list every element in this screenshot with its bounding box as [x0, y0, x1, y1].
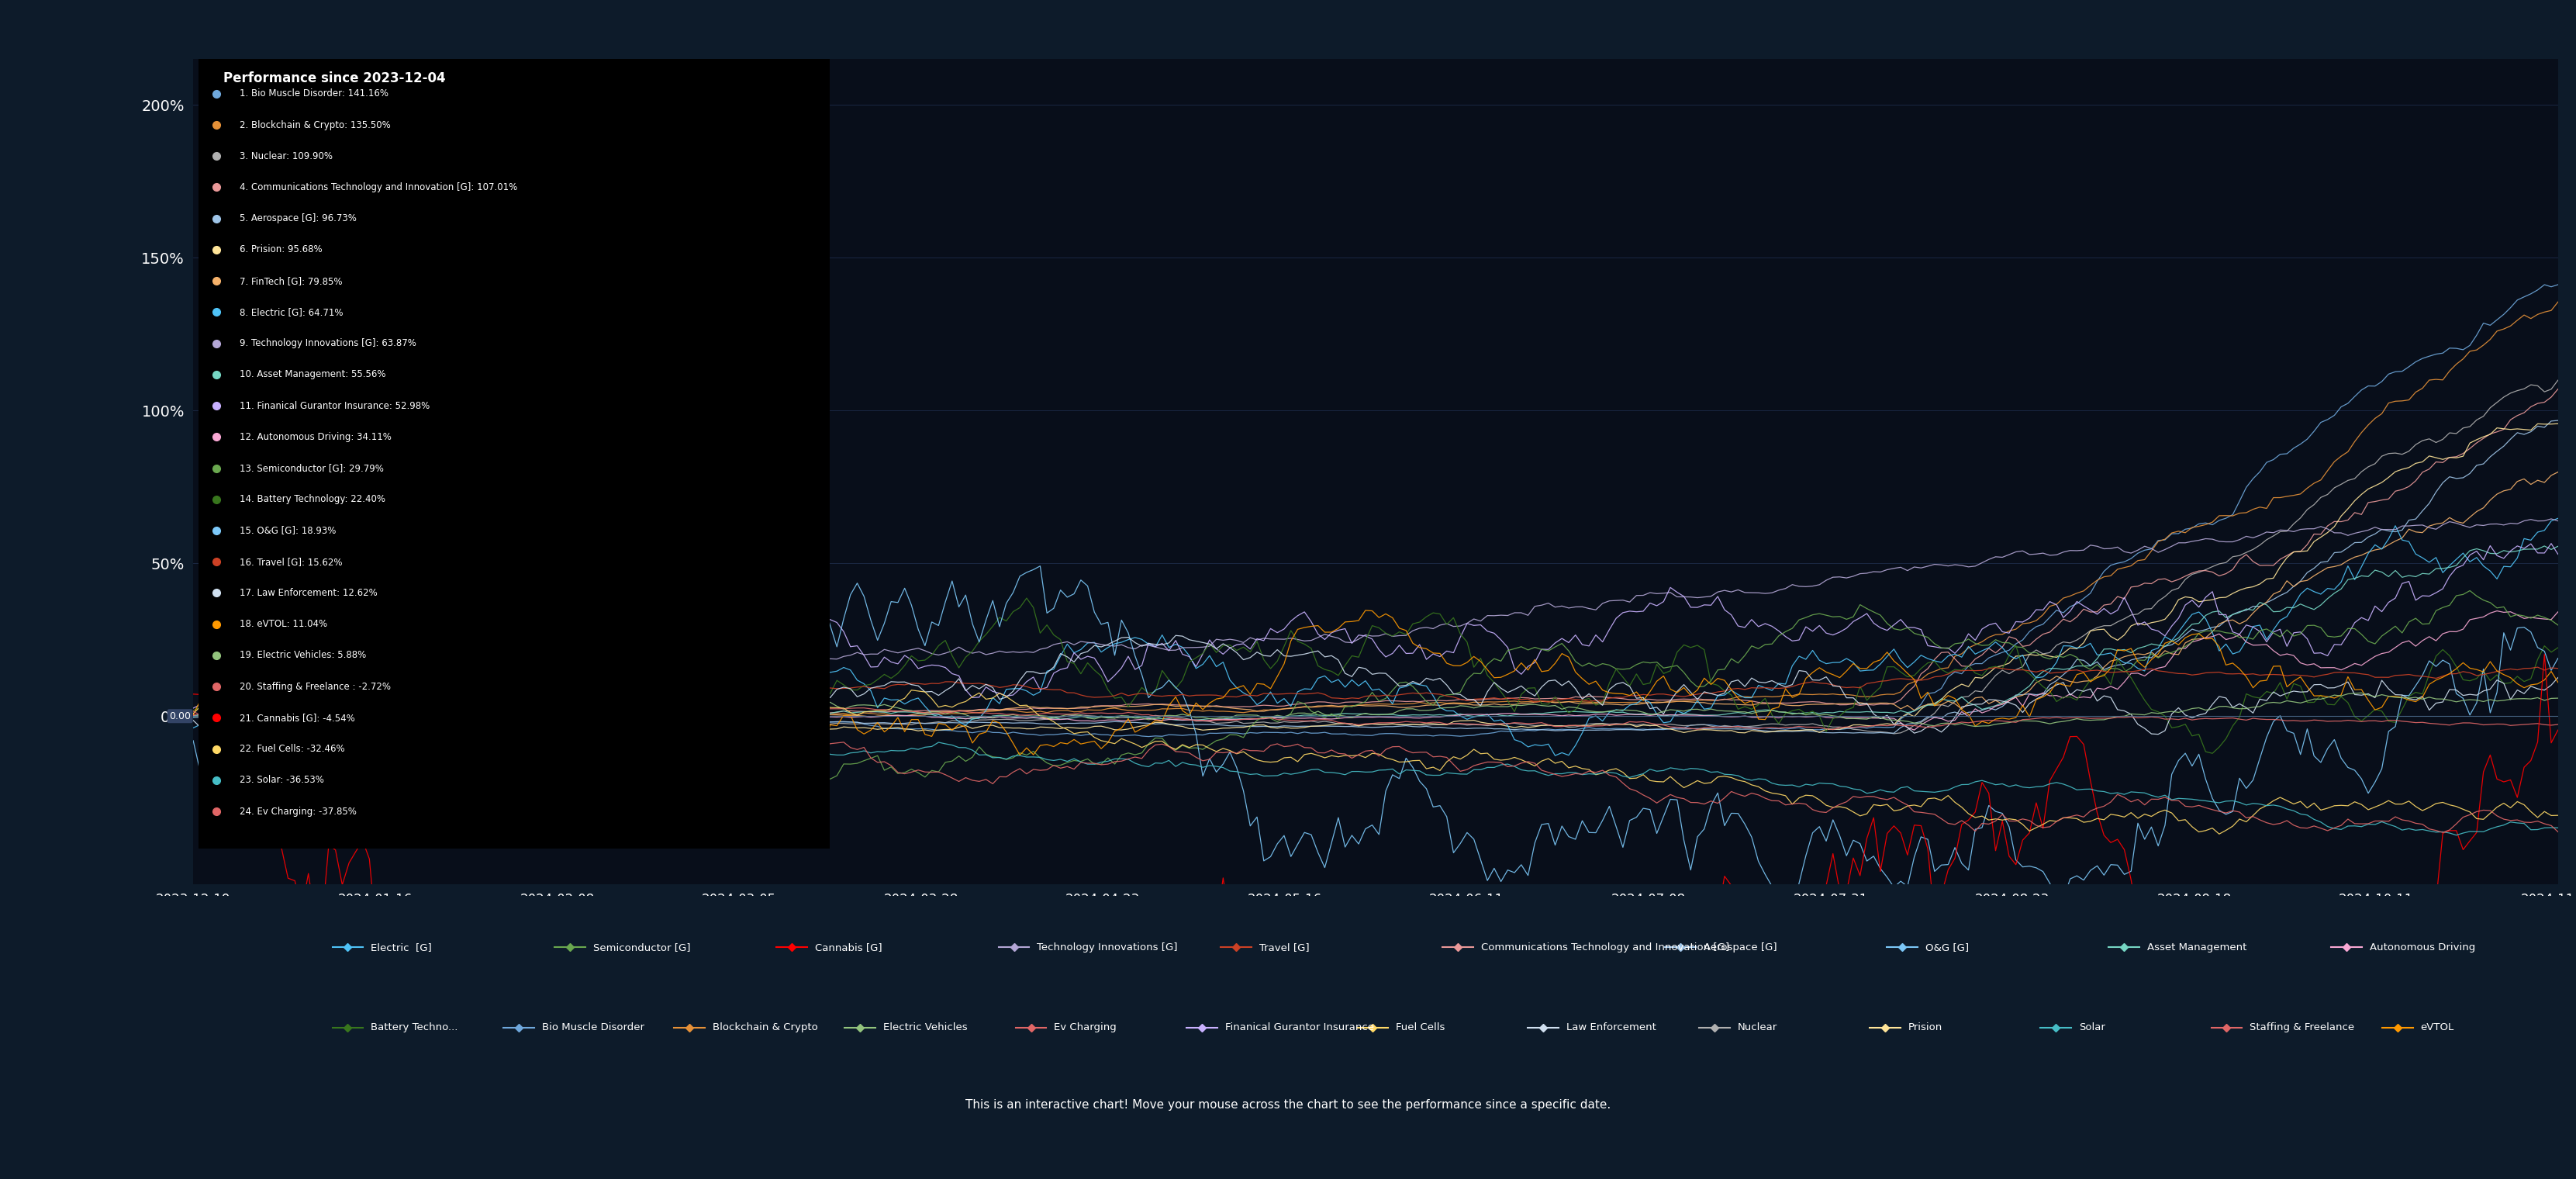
Text: 14. Battery Technology: 22.40%: 14. Battery Technology: 22.40%: [240, 494, 386, 505]
Text: Solar: Solar: [2079, 1022, 2105, 1033]
Text: Bio Muscle Disorder: Bio Muscle Disorder: [541, 1022, 644, 1033]
Text: Electric  [G]: Electric [G]: [371, 942, 433, 953]
Text: O&G [G]: O&G [G]: [1924, 942, 1968, 953]
Text: 24. Ev Charging: -37.85%: 24. Ev Charging: -37.85%: [240, 806, 355, 816]
Text: 17. Law Enforcement: 12.62%: 17. Law Enforcement: 12.62%: [240, 588, 376, 598]
Text: 8. Electric [G]: 64.71%: 8. Electric [G]: 64.71%: [240, 307, 343, 317]
Text: 12. Autonomous Driving: 34.11%: 12. Autonomous Driving: 34.11%: [240, 432, 392, 442]
Text: Cannabis [G]: Cannabis [G]: [814, 942, 881, 953]
Text: 18. eVTOL: 11.04%: 18. eVTOL: 11.04%: [240, 619, 327, 630]
Text: Aerospace [G]: Aerospace [G]: [1703, 942, 1777, 953]
Text: Fuel Cells: Fuel Cells: [1396, 1022, 1445, 1033]
Text: 16. Travel [G]: 15.62%: 16. Travel [G]: 15.62%: [240, 556, 343, 567]
Text: Technology Innovations [G]: Technology Innovations [G]: [1038, 942, 1177, 953]
Text: Staffing & Freelance: Staffing & Freelance: [2249, 1022, 2354, 1033]
Text: Travel [G]: Travel [G]: [1260, 942, 1309, 953]
Text: Blockchain & Crypto: Blockchain & Crypto: [714, 1022, 817, 1033]
Text: This is an interactive chart! Move your mouse across the chart to see the perfor: This is an interactive chart! Move your …: [966, 1099, 1610, 1111]
Text: 2. Blockchain & Crypto: 135.50%: 2. Blockchain & Crypto: 135.50%: [240, 120, 392, 130]
Text: 11. Finanical Gurantor Insurance: 52.98%: 11. Finanical Gurantor Insurance: 52.98%: [240, 401, 430, 410]
Text: Performance since 2023-12-04: Performance since 2023-12-04: [224, 72, 446, 86]
Text: Finanical Gurantor Insurance: Finanical Gurantor Insurance: [1226, 1022, 1373, 1033]
Text: 9. Technology Innovations [G]: 63.87%: 9. Technology Innovations [G]: 63.87%: [240, 338, 417, 348]
Text: Asset Management: Asset Management: [2148, 942, 2246, 953]
Text: 22. Fuel Cells: -32.46%: 22. Fuel Cells: -32.46%: [240, 744, 345, 755]
Text: 21. Cannabis [G]: -4.54%: 21. Cannabis [G]: -4.54%: [240, 713, 355, 723]
Text: 15. O&G [G]: 18.93%: 15. O&G [G]: 18.93%: [240, 526, 335, 535]
Text: 6. Prision: 95.68%: 6. Prision: 95.68%: [240, 245, 322, 255]
Text: 0.00: 0.00: [170, 711, 191, 722]
Text: 23. Solar: -36.53%: 23. Solar: -36.53%: [240, 775, 325, 785]
Text: 7. FinTech [G]: 79.85%: 7. FinTech [G]: 79.85%: [240, 276, 343, 286]
Text: Law Enforcement: Law Enforcement: [1566, 1022, 1656, 1033]
Text: Nuclear: Nuclear: [1736, 1022, 1777, 1033]
Text: 10. Asset Management: 55.56%: 10. Asset Management: 55.56%: [240, 369, 386, 380]
Text: 1. Bio Muscle Disorder: 141.16%: 1. Bio Muscle Disorder: 141.16%: [240, 88, 389, 99]
Text: 5. Aerospace [G]: 96.73%: 5. Aerospace [G]: 96.73%: [240, 213, 355, 224]
Text: Autonomous Driving: Autonomous Driving: [2370, 942, 2476, 953]
Text: 20. Staffing & Freelance : -2.72%: 20. Staffing & Freelance : -2.72%: [240, 681, 392, 692]
Text: Semiconductor [G]: Semiconductor [G]: [592, 942, 690, 953]
Text: Battery Techno...: Battery Techno...: [371, 1022, 459, 1033]
Text: Electric Vehicles: Electric Vehicles: [884, 1022, 969, 1033]
Text: eVTOL: eVTOL: [2421, 1022, 2455, 1033]
Text: 4. Communications Technology and Innovation [G]: 107.01%: 4. Communications Technology and Innovat…: [240, 183, 518, 192]
Text: 3. Nuclear: 109.90%: 3. Nuclear: 109.90%: [240, 151, 332, 162]
Text: Prision: Prision: [1909, 1022, 1942, 1033]
Text: 19. Electric Vehicles: 5.88%: 19. Electric Vehicles: 5.88%: [240, 651, 366, 660]
Text: 13. Semiconductor [G]: 29.79%: 13. Semiconductor [G]: 29.79%: [240, 463, 384, 473]
Text: Communications Technology and Innovation [G]: Communications Technology and Innovation…: [1481, 942, 1728, 953]
Text: Ev Charging: Ev Charging: [1054, 1022, 1118, 1033]
